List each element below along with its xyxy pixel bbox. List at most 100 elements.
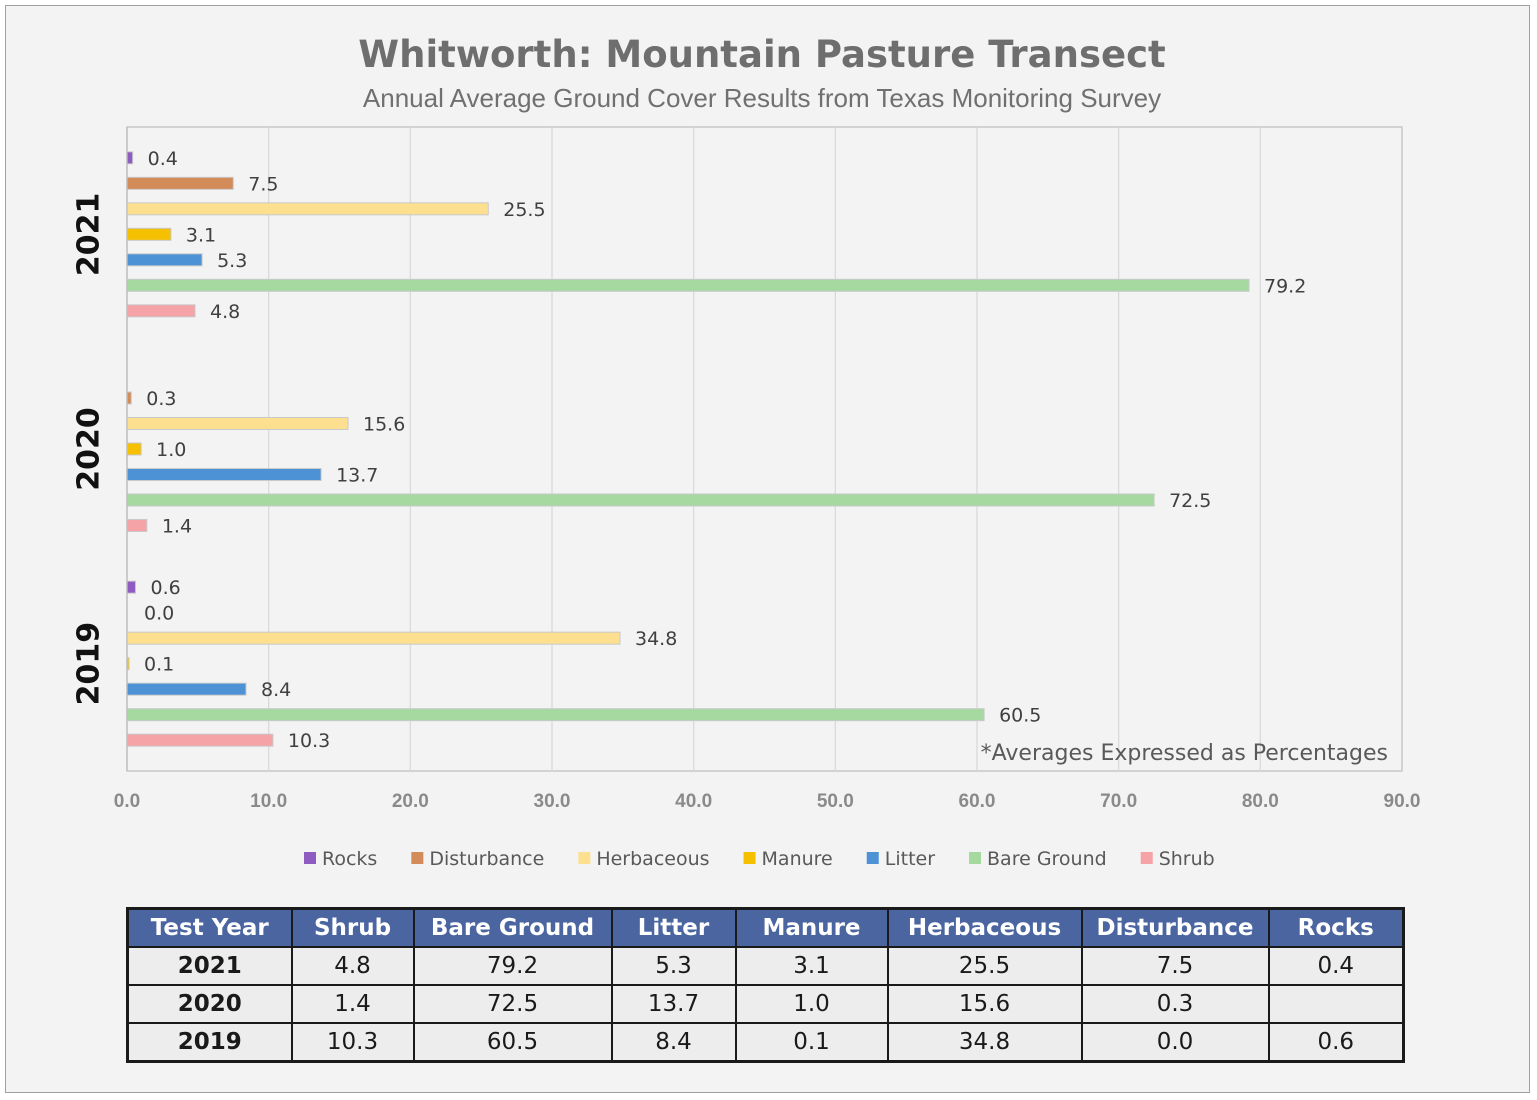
data-label-litter-2020: 13.7 [336, 465, 378, 487]
table-cell: 5.3 [610, 946, 737, 986]
table-cell: 0.4 [1267, 946, 1405, 986]
bar-manure-2021 [126, 227, 172, 241]
year-axis: 2021 2020 2019 [72, 193, 107, 706]
data-label-rocks-2019: 0.6 [151, 577, 181, 599]
legend-swatch-manure [743, 852, 756, 864]
legend-label-litter: Litter [885, 848, 935, 870]
gridlines [268, 127, 1261, 771]
bar-shrub-2020 [126, 519, 148, 532]
table-cell: 34.8 [886, 1022, 1083, 1063]
bars [126, 151, 1250, 747]
table-cell: 0.1 [734, 1022, 889, 1063]
bar-herbaceous-2020 [126, 417, 349, 430]
bar-shrub-2021 [126, 304, 196, 318]
x-tick-label: 50.0 [817, 791, 854, 812]
year-label-2021: 2021 [72, 193, 107, 276]
data-label-rocks-2021: 0.4 [148, 148, 178, 170]
year-label-2020: 2020 [72, 407, 107, 491]
data-label-herbaceous-2020: 15.6 [363, 414, 405, 436]
bar-litter-2021 [126, 253, 203, 267]
data-labels: 0.4 7.5 25.5 3.15.3 79.2 4.8 0.3 15.6 1.0 13.7 72.… [144, 148, 1306, 752]
table-cell: 8.4 [610, 1022, 737, 1063]
data-label-manure-2020: 1.0 [156, 439, 186, 461]
legend-label-bare-ground: Bare Ground [987, 848, 1107, 870]
table-cell: 3.1 [734, 946, 889, 986]
bar-litter-2019 [126, 682, 247, 696]
data-label-manure-2021: 3.1 [186, 224, 216, 246]
data-label-shrub-2019: 10.3 [288, 730, 330, 752]
table-cell [1267, 984, 1405, 1024]
table-header-row: Test Year Shrub Bare Ground Litter Manur… [126, 907, 1405, 948]
chart-subtitle: Annual Average Ground Cover Results from… [363, 83, 1161, 113]
x-tick-label: 0.0 [114, 791, 140, 812]
data-label-manure-2019: 0.1 [144, 654, 174, 676]
data-label-litter-2021: 5.3 [217, 250, 247, 272]
legend-label-rocks: Rocks [322, 848, 377, 870]
data-label-disturbance-2021: 7.5 [248, 173, 278, 195]
x-tick-label: 70.0 [1100, 791, 1137, 812]
x-tick-label: 30.0 [534, 791, 571, 812]
table-cell: 72.5 [412, 984, 613, 1024]
table-cell: 1.0 [734, 984, 889, 1024]
table-cell: 0.3 [1080, 984, 1270, 1024]
table-cell: 15.6 [886, 984, 1083, 1024]
header-shrub: Shrub [290, 907, 415, 948]
table-cell: 60.5 [412, 1022, 613, 1063]
bar-disturbance-2021 [126, 176, 234, 190]
x-tick-label: 20.0 [392, 791, 429, 812]
table-cell: 0.0 [1080, 1022, 1270, 1063]
table-cell-year: 2020 [126, 984, 293, 1024]
table-cell: 7.5 [1080, 946, 1270, 986]
plot-area [126, 126, 1403, 772]
data-label-bare-ground-2019: 60.5 [999, 705, 1041, 727]
header-herbaceous: Herbaceous [886, 907, 1083, 948]
bar-manure-2020 [126, 442, 142, 456]
header-manure: Manure [734, 907, 889, 948]
legend-swatch-herbaceous [578, 852, 591, 864]
table-row: 2020 1.4 72.5 13.7 1.0 15.6 0.3 [126, 984, 1405, 1024]
legend-swatch-disturbance [411, 852, 424, 864]
data-label-herbaceous-2019: 34.8 [635, 628, 677, 650]
x-axis: 0.0 10.0 20.0 30.0 40.0 50.0 60.0 70.0 80.0 90.0 [114, 127, 1421, 812]
table-row: 2019 10.3 60.5 8.4 0.1 34.8 0.0 0.6 [126, 1022, 1405, 1063]
table-cell-year: 2021 [126, 946, 293, 986]
data-label-disturbance-2020: 0.3 [146, 388, 176, 410]
bar-shrub-2019 [126, 733, 274, 747]
legend-swatch-litter [866, 852, 879, 864]
header-test-year: Test Year [126, 907, 293, 948]
bar-bare-ground-2020 [126, 493, 1155, 507]
legend-label-manure: Manure [762, 848, 833, 870]
table-cell: 1.4 [290, 984, 415, 1024]
legend-swatch-bare-ground [969, 852, 982, 864]
bar-herbaceous-2021 [126, 202, 489, 216]
bar-bare-ground-2019 [126, 708, 985, 722]
table-cell: 25.5 [886, 946, 1083, 986]
legend-swatch-rocks [304, 852, 316, 864]
data-label-bare-ground-2020: 72.5 [1169, 490, 1211, 512]
table-cell: 4.8 [290, 946, 415, 986]
header-litter: Litter [610, 907, 737, 948]
x-tick-label: 10.0 [250, 791, 287, 812]
legend-label-herbaceous: Herbaceous [596, 848, 709, 870]
x-tick-label: 90.0 [1384, 791, 1421, 812]
data-label-litter-2019: 8.4 [261, 679, 291, 701]
bar-rocks-2019 [126, 580, 136, 594]
table-cell: 13.7 [610, 984, 737, 1024]
data-label-disturbance-2019: 0.0 [144, 603, 174, 625]
bar-litter-2020 [126, 468, 322, 481]
data-label-shrub-2021: 4.8 [210, 301, 240, 323]
bar-chart: Whitworth: Mountain Pasture Transect Ann… [72, 33, 1421, 870]
x-tick-label: 40.0 [675, 791, 712, 812]
legend-label-shrub: Shrub [1159, 848, 1215, 870]
legend-swatch-shrub [1140, 852, 1153, 864]
data-label-shrub-2020: 1.4 [162, 516, 192, 538]
table-cell: 79.2 [412, 946, 613, 986]
bar-rocks-2021 [126, 151, 134, 165]
data-label-bare-ground-2021: 79.2 [1264, 275, 1306, 297]
averages-note: *Averages Expressed as Percentages [981, 741, 1388, 766]
header-bare-ground: Bare Ground [412, 907, 613, 948]
table-cell-year: 2019 [126, 1022, 293, 1063]
bar-bare-ground-2021 [126, 278, 1250, 292]
legend: Rocks Disturbance Herbaceous Manure Litter Ba… [304, 848, 1215, 870]
legend-label-disturbance: Disturbance [429, 848, 544, 870]
